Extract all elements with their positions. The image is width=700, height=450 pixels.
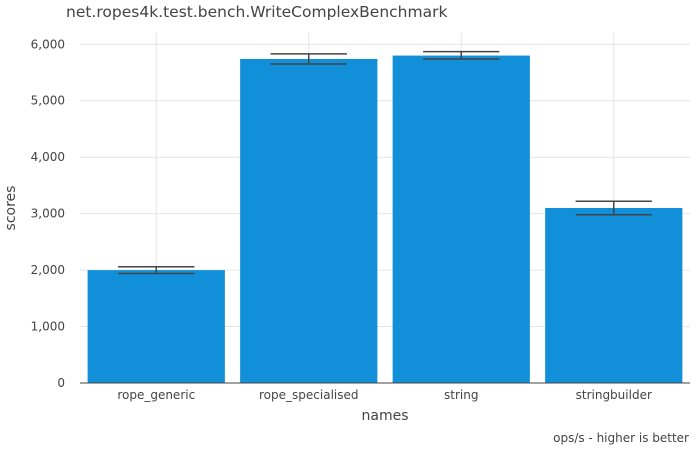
y-tick-label: 6,000 [31, 37, 65, 51]
x-axis-title: names [362, 408, 409, 424]
bar-stringbuilder [545, 208, 683, 383]
x-tick-label: rope_specialised [259, 388, 358, 402]
y-tick-label: 5,000 [31, 94, 65, 108]
y-axis-title: scores [3, 186, 19, 231]
x-tick-label: rope_generic [117, 388, 195, 402]
error-bars [118, 50, 652, 275]
y-tick-label: 2,000 [31, 263, 65, 277]
chart-annotation: ops/s - higher is better [553, 431, 689, 445]
y-tick-label: 1,000 [31, 320, 65, 334]
bars [87, 55, 683, 383]
x-tick-label: stringbuilder [576, 388, 652, 402]
y-tick-label: 0 [57, 376, 65, 390]
y-tick-labels: 0 1,000 2,000 3,000 4,000 5,000 6,000 [31, 37, 65, 390]
bar-string [392, 55, 530, 383]
y-tick-label: 3,000 [31, 207, 65, 221]
chart-title: net.ropes4k.test.bench.WriteComplexBench… [66, 3, 447, 21]
x-tick-label: string [444, 388, 478, 402]
bar-rope_specialised [240, 58, 378, 383]
bar-rope_generic [87, 270, 225, 383]
x-tick-labels: rope_generic rope_specialised string string… [117, 388, 652, 402]
y-tick-label: 4,000 [31, 150, 65, 164]
